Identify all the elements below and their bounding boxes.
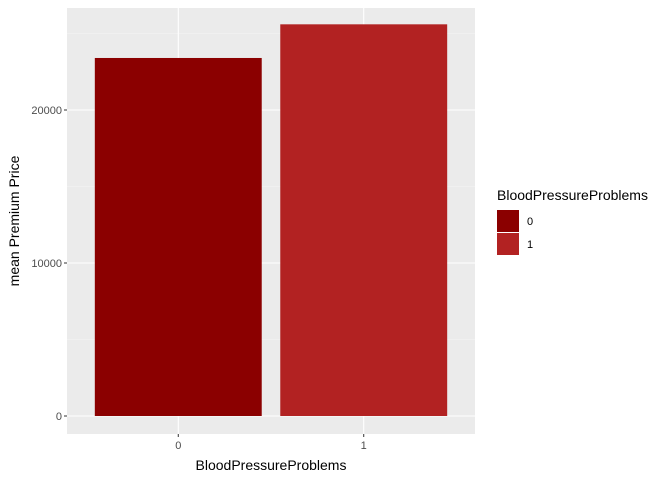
x-tick-label: 0 bbox=[175, 440, 181, 452]
x-tick-label: 1 bbox=[361, 440, 367, 452]
legend-swatch-0 bbox=[497, 210, 519, 232]
legend-label-0: 0 bbox=[527, 216, 533, 228]
bar-1 bbox=[280, 24, 448, 416]
legend: BloodPressureProblems 0 1 bbox=[497, 187, 648, 255]
y-axis: 0 10000 20000 bbox=[31, 105, 67, 423]
x-axis-title: BloodPressureProblems bbox=[196, 457, 347, 473]
y-axis-title: mean Premium Price bbox=[6, 155, 22, 286]
y-tick-label: 10000 bbox=[31, 258, 62, 270]
y-tick-label: 20000 bbox=[31, 105, 62, 117]
bars bbox=[94, 24, 448, 416]
legend-swatch-1 bbox=[497, 233, 519, 255]
y-tick-label: 0 bbox=[56, 411, 62, 423]
bar-0 bbox=[94, 57, 262, 416]
legend-title: BloodPressureProblems bbox=[497, 187, 648, 203]
legend-label-1: 1 bbox=[527, 239, 533, 251]
